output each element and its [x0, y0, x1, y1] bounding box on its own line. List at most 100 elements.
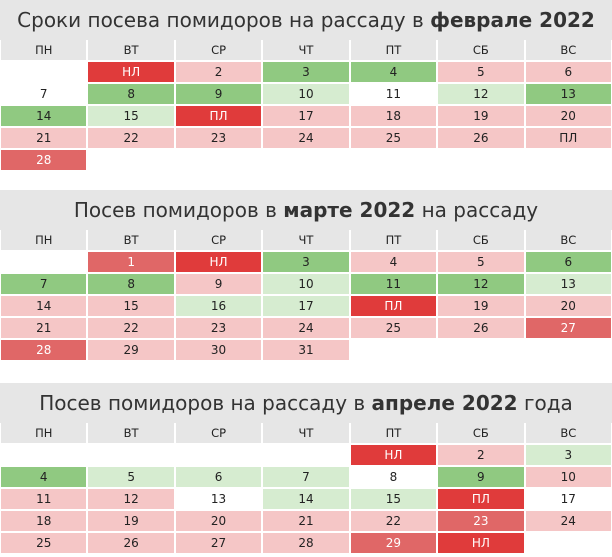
- title-text: Посев помидоров в: [73, 198, 284, 222]
- empty-cell: [525, 533, 611, 553]
- day-cell: 16: [175, 296, 262, 316]
- weekday-header: ВС: [525, 423, 611, 443]
- day-cell: 1: [88, 252, 174, 272]
- day-cell: 18: [350, 106, 437, 126]
- day-cell: 12: [438, 84, 524, 104]
- day-cell: 11: [1, 489, 87, 509]
- calendar-march: Посев помидоров в марте 2022 на рассаду …: [0, 190, 612, 360]
- day-cell: 6: [525, 252, 611, 272]
- day-cell: 31: [263, 340, 349, 360]
- day-cell: 26: [438, 318, 524, 338]
- weekday-header: ЧТ: [263, 40, 349, 60]
- empty-cell: [1, 445, 87, 465]
- day-cell: НЛ: [175, 252, 262, 272]
- day-cell: 20: [175, 511, 262, 531]
- weekday-header: ЧТ: [263, 423, 349, 443]
- title-suffix: на рассаду: [415, 198, 539, 222]
- day-cell: 22: [88, 128, 174, 148]
- day-cell: 3: [263, 62, 349, 82]
- day-cell: 9: [175, 84, 262, 104]
- calendar-grid: ПН ВТ СР ЧТ ПТ СБ ВС 1 НЛ 3 4 5 6 7 8 9 10 11 12 13 14 15 16 17…: [0, 230, 612, 360]
- day-cell: ПЛ: [525, 128, 611, 148]
- title-month: феврале 2022: [430, 8, 595, 32]
- day-cell: 3: [525, 445, 611, 465]
- day-cell: 7: [263, 467, 349, 487]
- day-cell: 3: [263, 252, 349, 272]
- empty-cell: [350, 150, 437, 170]
- day-cell: 9: [175, 274, 262, 294]
- empty-cell: [525, 150, 611, 170]
- weekday-header: ПН: [1, 40, 87, 60]
- calendar-title: Посев помидоров в марте 2022 на рассаду: [0, 190, 612, 230]
- day-cell: 10: [263, 274, 349, 294]
- weekday-header: ВТ: [88, 40, 174, 60]
- empty-cell: [263, 445, 349, 465]
- day-cell: 4: [350, 252, 437, 272]
- calendar-title: Посев помидоров на рассаду в апреле 2022…: [0, 383, 612, 423]
- empty-cell: [175, 445, 262, 465]
- day-cell: 8: [88, 84, 174, 104]
- day-cell: 27: [525, 318, 611, 338]
- day-cell: 13: [175, 489, 262, 509]
- day-cell: 22: [350, 511, 437, 531]
- title-text: Сроки посева помидоров на рассаду в: [17, 8, 431, 32]
- day-cell: 28: [263, 533, 349, 553]
- empty-cell: [525, 340, 611, 360]
- day-cell: 17: [525, 489, 611, 509]
- calendar-february: Сроки посева помидоров на рассаду в февр…: [0, 0, 612, 170]
- day-cell: 6: [175, 467, 262, 487]
- day-cell: 21: [263, 511, 349, 531]
- day-cell: 2: [175, 62, 262, 82]
- empty-cell: [88, 445, 174, 465]
- weekday-header: ПН: [1, 230, 87, 250]
- day-cell: 15: [88, 296, 174, 316]
- weekday-header: ВС: [525, 40, 611, 60]
- day-cell: 2: [438, 445, 524, 465]
- day-cell: 24: [525, 511, 611, 531]
- weekday-header: ПН: [1, 423, 87, 443]
- day-cell: 23: [438, 511, 524, 531]
- weekday-header: СР: [175, 230, 262, 250]
- day-cell: НЛ: [88, 62, 174, 82]
- empty-cell: [438, 150, 524, 170]
- day-cell: ПЛ: [175, 106, 262, 126]
- day-cell: 23: [175, 128, 262, 148]
- empty-cell: [1, 252, 87, 272]
- empty-cell: [1, 62, 87, 82]
- day-cell: 26: [88, 533, 174, 553]
- day-cell: 24: [263, 128, 349, 148]
- calendar-grid: ПН ВТ СР ЧТ ПТ СБ ВС НЛ 2 3 4 5 6 7 8 9 10 11 12 13 14 15 ПЛ 17…: [0, 423, 612, 553]
- weekday-header: ЧТ: [263, 230, 349, 250]
- day-cell: НЛ: [438, 533, 524, 553]
- day-cell: 20: [525, 296, 611, 316]
- empty-cell: [263, 150, 349, 170]
- day-cell: 21: [1, 128, 87, 148]
- day-cell: 5: [438, 252, 524, 272]
- day-cell: 14: [1, 296, 87, 316]
- day-cell: 17: [263, 296, 349, 316]
- calendar-april: Посев помидоров на рассаду в апреле 2022…: [0, 383, 612, 553]
- day-cell: 9: [438, 467, 524, 487]
- day-cell: 8: [88, 274, 174, 294]
- day-cell: 19: [438, 296, 524, 316]
- day-cell: 19: [438, 106, 524, 126]
- day-cell: 30: [175, 340, 262, 360]
- weekday-header: ПТ: [350, 423, 437, 443]
- day-cell: 27: [175, 533, 262, 553]
- empty-cell: [175, 150, 262, 170]
- day-cell: НЛ: [350, 445, 437, 465]
- day-cell: 11: [350, 274, 437, 294]
- day-cell: 29: [350, 533, 437, 553]
- day-cell: 7: [1, 84, 87, 104]
- day-cell: 25: [350, 318, 437, 338]
- day-cell: 25: [1, 533, 87, 553]
- weekday-header: ВТ: [88, 230, 174, 250]
- day-cell: 12: [88, 489, 174, 509]
- day-cell: 15: [88, 106, 174, 126]
- day-cell: 23: [175, 318, 262, 338]
- title-text: Посев помидоров на рассаду в: [39, 391, 372, 415]
- empty-cell: [350, 340, 437, 360]
- day-cell: 14: [263, 489, 349, 509]
- day-cell: 17: [263, 106, 349, 126]
- day-cell: 25: [350, 128, 437, 148]
